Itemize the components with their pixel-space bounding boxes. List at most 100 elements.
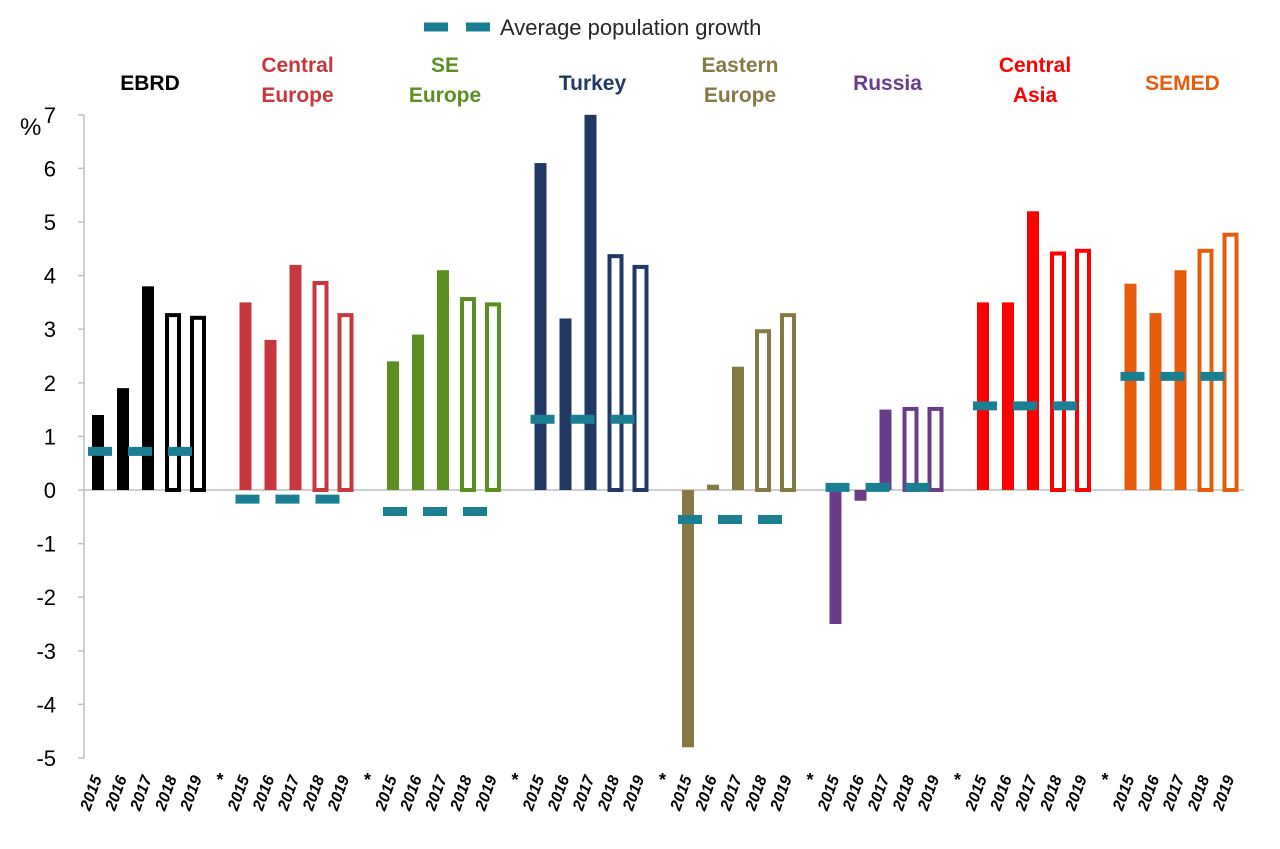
- group-title: EBRD: [120, 72, 180, 95]
- bar: [707, 484, 719, 490]
- group-title: Asia: [1013, 84, 1058, 107]
- y-tick-label: 3: [44, 317, 56, 342]
- x-tick-label: 2018: [1037, 773, 1066, 813]
- x-tick-label: 2018: [152, 773, 181, 813]
- bar-outlined: [755, 329, 771, 493]
- bar-outlined: [632, 264, 649, 492]
- group-title: Turkey: [559, 72, 627, 95]
- forecast-asterisk: *: [806, 770, 813, 790]
- y-tick-label: 7: [44, 103, 56, 128]
- bar: [829, 490, 842, 624]
- bar: [1124, 283, 1137, 490]
- x-tick-label: 2019: [767, 773, 796, 813]
- bar: [682, 490, 694, 748]
- bar: [534, 163, 547, 491]
- x-tick-label: 2016: [1135, 773, 1164, 813]
- y-tick-label: 6: [44, 156, 56, 181]
- x-tick-label: 2018: [1185, 773, 1214, 813]
- y-tick-label: -5: [36, 746, 56, 771]
- bar-outlined: [780, 313, 796, 492]
- bar-outlined: [1075, 248, 1091, 492]
- y-tick-label: -4: [36, 692, 56, 717]
- bar: [117, 388, 129, 490]
- bar: [1149, 313, 1162, 490]
- x-tick-label: 2016: [987, 773, 1016, 813]
- y-tick-label: 1: [44, 424, 56, 449]
- group-title: Eastern: [701, 54, 778, 77]
- bar-outlined: [902, 406, 919, 493]
- x-tick-label: 2019: [472, 773, 501, 813]
- bar-outlined: [485, 302, 501, 492]
- bar-outlined: [312, 280, 329, 492]
- x-tick-label: 2016: [545, 773, 574, 813]
- bar: [437, 270, 449, 490]
- forecast-asterisk: *: [216, 770, 223, 790]
- forecast-asterisk: *: [364, 770, 371, 790]
- x-tick-label: 2019: [325, 773, 354, 813]
- group-title: Europe: [704, 84, 776, 107]
- bar-outlined: [1050, 251, 1066, 492]
- bar: [264, 339, 277, 490]
- bar: [387, 361, 399, 490]
- group-title: SEMED: [1145, 72, 1220, 95]
- group-title: Central: [261, 54, 333, 77]
- y-tick-label: 0: [44, 478, 56, 503]
- forecast-asterisk: *: [954, 770, 961, 790]
- bar-outlined: [165, 313, 181, 492]
- y-tick-label: 2: [44, 371, 56, 396]
- group-title: Russia: [853, 72, 922, 95]
- x-tick-label: 2018: [742, 773, 771, 813]
- bar: [879, 409, 892, 490]
- x-tick-label: 2019: [1062, 773, 1091, 813]
- x-tick-label: 2018: [447, 773, 476, 813]
- bar-outlined: [190, 315, 206, 492]
- y-tick-label: 5: [44, 210, 56, 235]
- x-tick-label: 2019: [1210, 773, 1239, 813]
- bar: [1002, 302, 1014, 490]
- bar-outlined: [460, 297, 476, 493]
- bar-outlined: [927, 406, 944, 493]
- x-tick-label: 2016: [397, 773, 426, 813]
- group-title: Europe: [409, 84, 481, 107]
- bar: [289, 264, 302, 490]
- bar: [854, 490, 867, 501]
- bar: [584, 114, 597, 491]
- y-tick-label: -1: [36, 532, 56, 557]
- group-title: Europe: [261, 84, 333, 107]
- bar-outlined: [607, 254, 624, 492]
- bar-outlined: [1197, 248, 1214, 492]
- bar: [412, 334, 424, 490]
- y-tick-label: -3: [36, 639, 56, 664]
- forecast-asterisk: *: [1101, 770, 1108, 790]
- legend: Average population growth: [424, 15, 761, 40]
- bar-outlined: [337, 313, 354, 492]
- y-tick-label: -2: [36, 585, 56, 610]
- bar: [239, 302, 252, 490]
- x-tick-label: 2016: [692, 773, 721, 813]
- x-tick-label: 2016: [250, 773, 279, 813]
- bar-outlined: [1222, 232, 1239, 492]
- x-tick-label: 2018: [890, 773, 919, 813]
- group-title: SE: [431, 54, 459, 77]
- x-tick-label: 2018: [595, 773, 624, 813]
- forecast-asterisk: *: [511, 770, 518, 790]
- forecast-asterisk: *: [659, 770, 666, 790]
- x-tick-label: 2018: [300, 773, 329, 813]
- bar: [559, 318, 572, 490]
- bar: [142, 286, 154, 490]
- legend-label: Average population growth: [500, 15, 761, 40]
- y-axis-unit-label: %: [20, 114, 41, 141]
- x-tick-label: 2019: [620, 773, 649, 813]
- group-title: Central: [999, 54, 1071, 77]
